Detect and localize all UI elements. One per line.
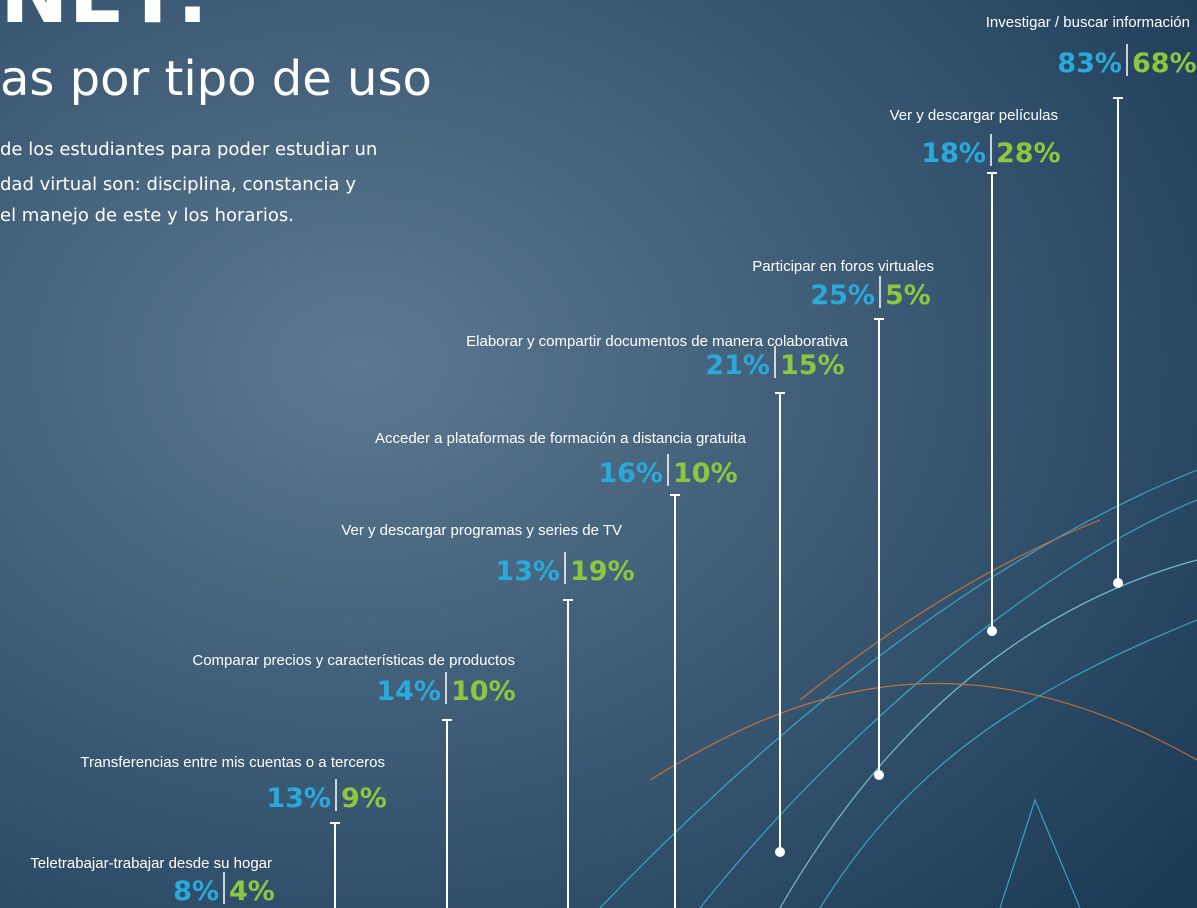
background xyxy=(0,0,1197,908)
percent-secondary: 4% xyxy=(229,876,275,907)
percent-secondary: 10% xyxy=(673,458,738,489)
intro-line: el manejo de este y los horarios. xyxy=(0,205,294,226)
infographic: NET: as por tipo de uso de los estudiant… xyxy=(0,0,1197,908)
percent-secondary: 15% xyxy=(780,350,845,381)
item-label: Comparar precios y características de pr… xyxy=(192,652,515,669)
percent-primary: 13% xyxy=(266,783,331,814)
title: NET: xyxy=(0,0,209,42)
percent-primary: 13% xyxy=(495,556,560,587)
item-label: Teletrabajar-trabajar desde su hogar xyxy=(30,855,272,872)
connector-dot xyxy=(874,770,884,780)
percent-secondary: 68% xyxy=(1132,48,1197,79)
item-label: Participar en foros virtuales xyxy=(752,258,934,275)
item-label: Investigar / buscar información xyxy=(986,14,1190,31)
page: NET: as por tipo de uso de los estudiant… xyxy=(0,0,1197,908)
percent-primary: 8% xyxy=(173,876,219,907)
percent-secondary: 5% xyxy=(885,280,931,311)
item-label: Ver y descargar programas y series de TV xyxy=(341,522,622,539)
percent-primary: 16% xyxy=(598,458,663,489)
percent-secondary: 28% xyxy=(996,138,1061,169)
item-label: Transferencias entre mis cuentas o a ter… xyxy=(80,754,385,771)
item-label: Elaborar y compartir documentos de maner… xyxy=(466,333,849,350)
percent-secondary: 9% xyxy=(341,783,387,814)
subtitle: as por tipo de uso xyxy=(0,51,432,107)
percent-primary: 18% xyxy=(921,138,986,169)
item-label: Acceder a plataformas de formación a dis… xyxy=(375,430,747,447)
percent-secondary: 10% xyxy=(451,676,516,707)
percent-primary: 25% xyxy=(810,280,875,311)
intro-line: dad virtual son: disciplina, constancia … xyxy=(0,174,356,195)
percent-primary: 21% xyxy=(705,350,770,381)
intro-line: de los estudiantes para poder estudiar u… xyxy=(0,139,377,160)
connector-dot xyxy=(987,626,997,636)
connector-dot xyxy=(1113,578,1123,588)
percent-primary: 14% xyxy=(376,676,441,707)
percent-primary: 83% xyxy=(1057,48,1122,79)
connector-dot xyxy=(775,847,785,857)
item-label: Ver y descargar películas xyxy=(890,107,1058,124)
percent-secondary: 19% xyxy=(570,556,635,587)
